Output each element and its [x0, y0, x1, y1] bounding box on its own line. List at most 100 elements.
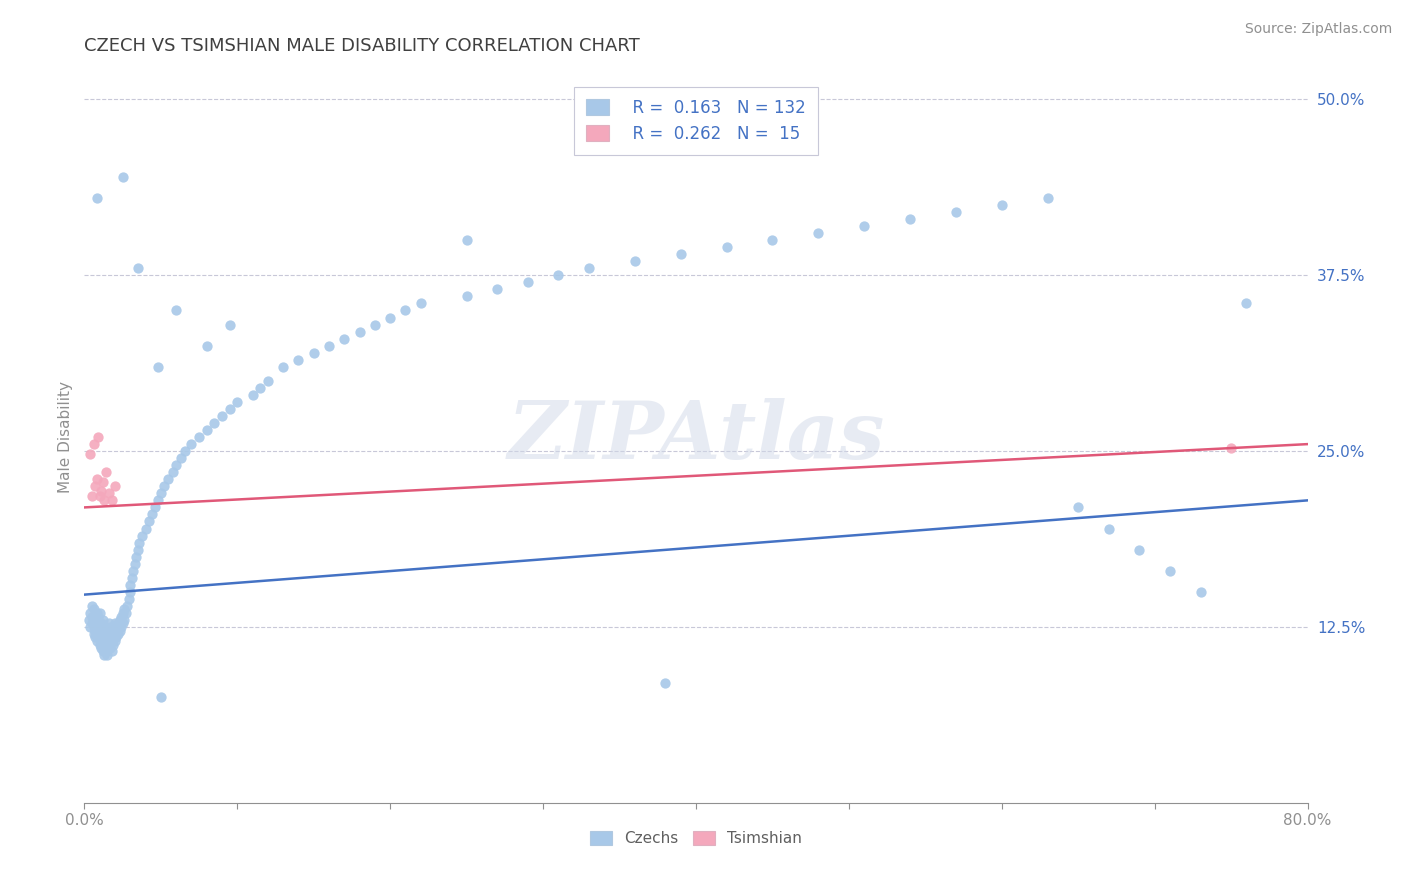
- Point: [125, 549, 148, 564]
- Point: [195, 339, 218, 353]
- Point: [98, 630, 121, 644]
- Point: [103, 630, 125, 644]
- Point: [89, 638, 111, 652]
- Point: [333, 332, 356, 346]
- Point: [170, 451, 193, 466]
- Point: [86, 627, 108, 641]
- Point: [86, 634, 108, 648]
- Point: [101, 634, 124, 648]
- Point: [80, 599, 103, 613]
- Point: [654, 676, 676, 690]
- Point: [364, 318, 387, 332]
- Point: [211, 409, 233, 423]
- Point: [165, 458, 187, 473]
- Point: [91, 644, 114, 658]
- Point: [103, 638, 125, 652]
- Point: [394, 303, 416, 318]
- Point: [188, 430, 211, 444]
- Point: [90, 641, 112, 656]
- Point: [107, 615, 129, 630]
- Point: [162, 465, 184, 479]
- Point: [96, 634, 118, 648]
- Point: [96, 644, 118, 658]
- Point: [318, 339, 340, 353]
- Text: CZECH VS TSIMSHIAN MALE DISABILITY CORRELATION CHART: CZECH VS TSIMSHIAN MALE DISABILITY CORRE…: [84, 37, 640, 54]
- Point: [115, 599, 138, 613]
- Point: [991, 198, 1014, 212]
- Point: [93, 648, 115, 662]
- Point: [97, 615, 120, 630]
- Point: [516, 276, 538, 290]
- Text: Source: ZipAtlas.com: Source: ZipAtlas.com: [1244, 22, 1392, 37]
- Point: [97, 486, 120, 500]
- Point: [83, 620, 105, 634]
- Point: [128, 535, 150, 549]
- Point: [456, 233, 478, 247]
- Point: [242, 388, 264, 402]
- Point: [108, 613, 131, 627]
- Point: [97, 627, 120, 641]
- Point: [287, 352, 309, 367]
- Point: [104, 627, 127, 641]
- Point: [89, 620, 111, 634]
- Point: [257, 374, 280, 388]
- Point: [94, 465, 117, 479]
- Point: [624, 254, 647, 268]
- Point: [79, 620, 101, 634]
- Point: [153, 479, 176, 493]
- Point: [380, 310, 402, 325]
- Point: [110, 610, 132, 624]
- Point: [93, 627, 115, 641]
- Point: [91, 624, 114, 639]
- Point: [84, 624, 107, 639]
- Point: [97, 638, 120, 652]
- Point: [121, 571, 143, 585]
- Point: [87, 620, 110, 634]
- Point: [104, 615, 127, 630]
- Point: [91, 613, 114, 627]
- Point: [83, 437, 105, 451]
- Point: [127, 542, 149, 557]
- Point: [79, 447, 101, 461]
- Point: [195, 423, 218, 437]
- Point: [149, 486, 172, 500]
- Point: [93, 638, 115, 652]
- Point: [218, 401, 240, 416]
- Point: [104, 479, 127, 493]
- Point: [202, 416, 225, 430]
- Point: [101, 493, 124, 508]
- Point: [87, 630, 110, 644]
- Point: [111, 169, 134, 184]
- Point: [124, 557, 146, 571]
- Point: [409, 296, 432, 310]
- Point: [86, 191, 108, 205]
- Point: [90, 615, 112, 630]
- Point: [98, 641, 121, 656]
- Point: [149, 690, 172, 705]
- Point: [110, 620, 132, 634]
- Legend: Czechs, Tsimshian: Czechs, Tsimshian: [582, 823, 810, 854]
- Point: [146, 359, 169, 374]
- Point: [77, 613, 100, 627]
- Point: [90, 483, 112, 498]
- Point: [218, 318, 240, 332]
- Text: ZIPAtlas: ZIPAtlas: [508, 399, 884, 475]
- Point: [131, 528, 153, 542]
- Point: [84, 479, 107, 493]
- Y-axis label: Male Disability: Male Disability: [58, 381, 73, 493]
- Point: [87, 430, 110, 444]
- Point: [249, 381, 271, 395]
- Point: [105, 620, 128, 634]
- Point: [89, 630, 111, 644]
- Point: [1189, 584, 1212, 599]
- Point: [111, 606, 134, 620]
- Point: [271, 359, 294, 374]
- Point: [165, 303, 187, 318]
- Point: [112, 613, 135, 627]
- Point: [86, 615, 108, 630]
- Point: [120, 584, 142, 599]
- Point: [79, 606, 101, 620]
- Point: [1236, 296, 1258, 310]
- Point: [761, 233, 783, 247]
- Point: [112, 601, 135, 615]
